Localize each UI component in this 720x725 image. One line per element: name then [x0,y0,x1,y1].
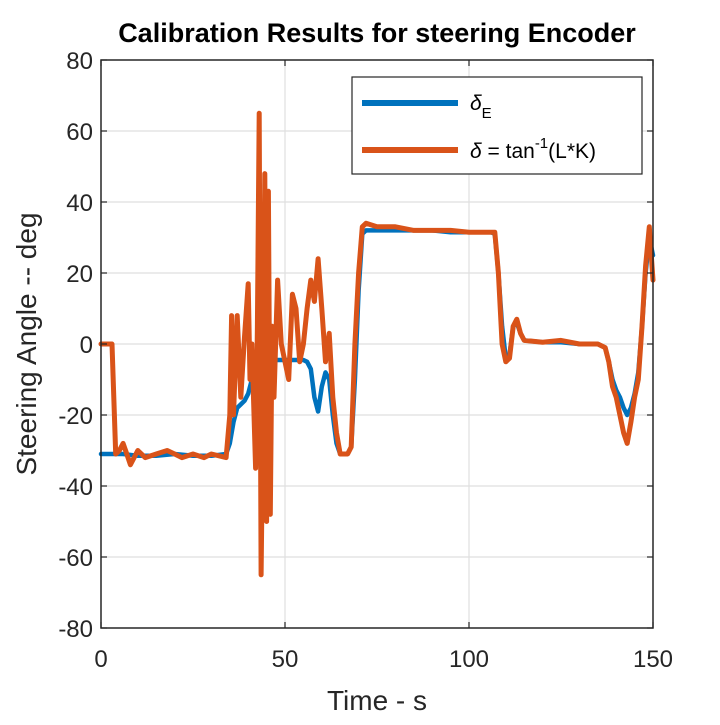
y-tick-label: -20 [58,403,93,430]
y-tick-label: 80 [66,48,93,75]
legend-equation: = tan [482,140,535,163]
grid-lines [101,60,653,628]
y-tick-label: -60 [58,545,93,572]
y-tick-label: 20 [66,261,93,288]
series-layer [98,110,656,578]
y-tick-label: 40 [66,190,93,217]
chart-title: Calibration Results for steering Encoder [118,18,636,48]
y-tick-label: -40 [58,474,93,501]
x-axis-label: Time - s [327,685,427,716]
legend-label-delta-e: δE [470,92,492,122]
series-line-delta-inverse-tan [98,110,656,578]
legend-superscript: -1 [535,135,548,152]
legend-subscript: E [482,105,492,122]
legend-label-delta-inverse-tan: δ = tan-1(L*K) [470,135,596,163]
x-tick-label: 100 [449,646,489,673]
x-tick-label: 0 [94,646,107,673]
y-axis-label: Steering Angle -- deg [11,212,42,475]
y-tick-label: -80 [58,616,93,643]
legend-suffix: (L*K) [548,140,596,163]
legend-box [351,76,643,175]
y-tick-label: 60 [66,119,93,146]
x-tick-label: 150 [633,646,673,673]
x-tick-label: 50 [272,646,299,673]
legend-symbol-delta: δ [470,92,482,115]
axis-ticks: 0 50 100 150 -80 -60 -40 -20 0 20 40 60 80 [58,48,673,673]
legend-symbol-delta: δ [470,140,482,163]
y-tick-label: 0 [80,332,93,359]
legend: δE δ = tan-1(L*K) [351,76,643,175]
